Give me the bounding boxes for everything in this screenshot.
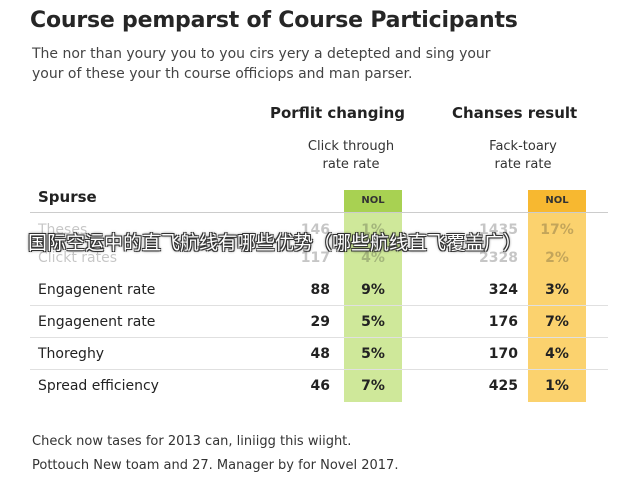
percent-cell: 1% xyxy=(361,222,385,238)
band-label-orange: NOL xyxy=(528,190,586,212)
table-row: Theses 146 1% 1435 17% xyxy=(30,214,610,246)
percent-cell: 3% xyxy=(545,282,569,298)
column-group-title-1: Porflit changing xyxy=(270,104,406,122)
percent-cell: 5% xyxy=(361,346,385,362)
value-cell: 170 xyxy=(488,346,518,362)
footer-line: Check now tases for 2013 can, liniigg th… xyxy=(32,434,352,449)
footer-notes: Check now tases for 2013 can, liniigg th… xyxy=(32,430,632,478)
value-cell: 1435 xyxy=(479,222,518,238)
subheading-line: rate rate xyxy=(322,157,380,172)
table-row: Engagenent rate 88 9% 324 3% xyxy=(30,274,610,306)
page-title: Course pemparst of Course Participants xyxy=(30,8,518,33)
faded-rows: Theses 146 1% 1435 17% Clickt rates 117 … xyxy=(30,214,610,270)
percent-cell: 17% xyxy=(540,222,574,238)
subheading-line: Fack-toary xyxy=(489,139,557,154)
page-subtitle: The nor than youry you to you cirs yery … xyxy=(32,44,632,84)
percent-cell: 9% xyxy=(361,282,385,298)
row-label: Spread efficiency xyxy=(38,378,159,394)
row-label: Thoreghy xyxy=(38,346,105,362)
value-cell: 2328 xyxy=(479,250,518,266)
highlight-band-green xyxy=(344,190,402,402)
subtitle-line: your of these your th course officiops a… xyxy=(32,66,413,82)
value-cell: 88 xyxy=(310,282,330,298)
table-row: Engagenent rate 29 5% 176 7% xyxy=(30,306,610,338)
value-cell: 48 xyxy=(310,346,330,362)
subheading-line: rate rate xyxy=(494,157,552,172)
percent-cell: 4% xyxy=(545,346,569,362)
percent-cell: 4% xyxy=(361,250,385,266)
column-subheading-1: Click through rate rate xyxy=(276,138,426,174)
value-cell: 117 xyxy=(300,250,330,266)
band-label-green: NOL xyxy=(344,190,402,212)
row-divider xyxy=(30,337,608,338)
row-label: Engagenent rate xyxy=(38,314,156,330)
percent-cell: 5% xyxy=(361,314,385,330)
value-cell: 176 xyxy=(488,314,518,330)
table-row: Spread efficiency 46 7% 425 1% xyxy=(30,370,610,402)
row-label: Engagenent rate xyxy=(38,282,156,298)
percent-cell: 2% xyxy=(545,250,569,266)
column-subheading-2: Fack-toary rate rate xyxy=(448,138,598,174)
value-cell: 425 xyxy=(488,378,518,394)
section-label: Spurse xyxy=(38,188,97,206)
footer-line: Pottouch New toam and 27. Manager by for… xyxy=(32,458,399,473)
percent-cell: 1% xyxy=(545,378,569,394)
percent-cell: 7% xyxy=(361,378,385,394)
value-cell: 324 xyxy=(488,282,518,298)
row-divider xyxy=(30,369,608,370)
row-divider xyxy=(30,305,608,306)
value-cell: 146 xyxy=(300,222,330,238)
highlight-band-orange xyxy=(528,190,586,402)
value-cell: 46 xyxy=(310,378,330,394)
table-row: Thoreghy 48 5% 170 4% xyxy=(30,338,610,370)
value-cell: 29 xyxy=(310,314,330,330)
overlay-caption: 国际空运中的直飞航线有哪些优势（哪些航线直飞覆盖广） xyxy=(28,232,523,254)
row-label: Clickt rates xyxy=(38,250,118,266)
percent-cell: 7% xyxy=(545,314,569,330)
column-group-title-2: Chanses result xyxy=(452,104,578,122)
header-divider xyxy=(30,212,608,213)
subheading-line: Click through xyxy=(307,139,395,154)
row-label: Theses xyxy=(38,222,88,238)
table-row: Clickt rates 117 4% 2328 2% xyxy=(30,242,610,274)
subtitle-line: The nor than youry you to you cirs yery … xyxy=(32,46,491,62)
